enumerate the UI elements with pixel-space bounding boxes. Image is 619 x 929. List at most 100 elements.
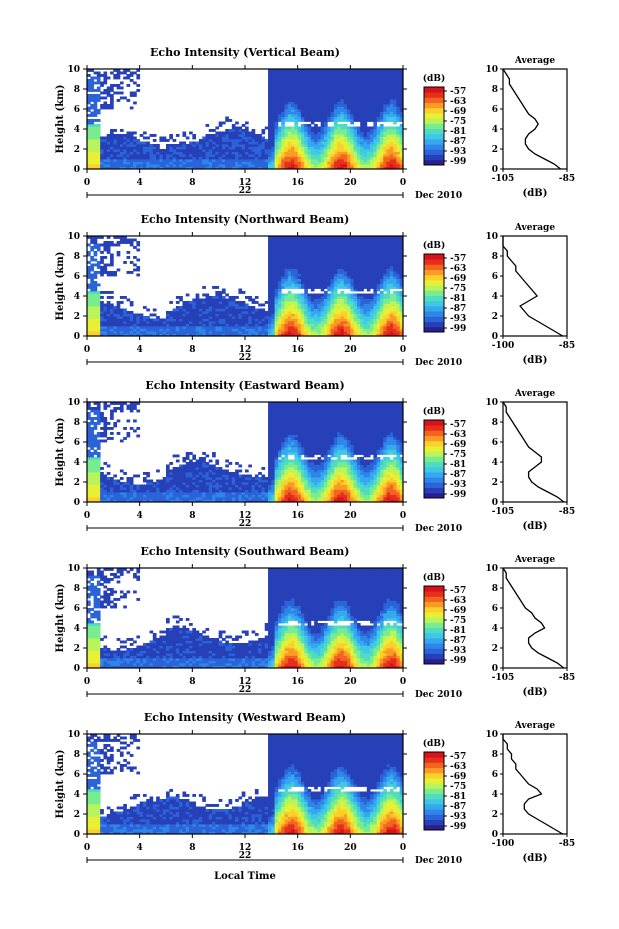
x-tick-label: 16 [291,843,304,853]
x-tick-label: 16 [291,677,304,687]
colorbar [423,86,445,166]
profile-line [502,567,565,669]
profile-y-tick-label: 4 [492,292,498,302]
profile-y-tick-label: 2 [492,478,498,488]
colorbar-tick-label: -69 [450,274,466,284]
x-tick-label: 0 [400,178,406,188]
panel-southward: Echo Intensity (Southward Beam)0246810He… [55,545,575,700]
heatmap-eastward [87,402,404,503]
colorbar-tick-label: -87 [450,802,466,812]
colorbar-tick-label: -75 [450,782,466,792]
x-tick-label: 0 [84,677,90,687]
profile-line [502,401,565,503]
colorbar-tick-label: -69 [450,772,466,782]
colorbar-tick-label: -87 [450,470,466,480]
x-tick-label: 20 [344,843,357,853]
y-axis-label: Height (km) [55,252,66,321]
profile-y-tick-label: 10 [485,65,498,75]
colorbar-tick-label: -69 [450,440,466,450]
colorbar [423,751,445,831]
panel-title: Echo Intensity (Vertical Beam) [150,46,340,59]
date-day: 22 [239,353,252,363]
x-tick-label: 0 [84,843,90,853]
colorbar-tick-label: -63 [450,762,466,772]
panel-westward: Echo Intensity (Westward Beam)0246810Hei… [55,711,575,866]
profile-x-tick-label: -105 [492,174,515,184]
y-tick-label: 2 [74,312,80,322]
profile-y-tick-label: 2 [492,810,498,820]
y-tick-label: 0 [74,664,80,674]
x-tick-label: 16 [291,345,304,355]
colorbar-tick-label: -93 [450,646,466,656]
y-tick-label: 0 [74,830,80,840]
y-tick-label: 8 [74,584,80,594]
colorbar-tick-label: -81 [450,294,466,304]
panel-title: Echo Intensity (Eastward Beam) [145,379,344,392]
x-tick-label: 16 [291,178,304,188]
x-tick-label: 4 [137,345,143,355]
x-tick-label: 12 [239,677,252,687]
profile-y-tick-label: 8 [492,584,498,594]
date-label: Dec 2010 [415,856,462,866]
profile-y-tick-label: 0 [492,332,498,342]
date-day: 22 [239,851,252,861]
colorbar [423,419,445,499]
date-label: Dec 2010 [415,191,462,201]
colorbar-tick-label: -99 [450,490,466,500]
colorbar-tick-label: -57 [450,254,466,264]
profile-y-tick-label: 6 [492,604,498,614]
colorbar-tick-label: -93 [450,147,466,157]
colorbar-tick-label: -57 [450,752,466,762]
y-tick-label: 0 [74,498,80,508]
colorbar-tick-label: -63 [450,596,466,606]
profile-y-tick-label: 6 [492,105,498,115]
x-tick-label: 12 [239,511,252,521]
colorbar-tick-label: -75 [450,117,466,127]
profile-y-tick-label: 4 [492,458,498,468]
x-tick-label: 8 [189,511,195,521]
x-tick-label: 20 [344,511,357,521]
profile-y-tick-label: 0 [492,664,498,674]
profile-y-tick-label: 2 [492,145,498,155]
x-tick-label: 12 [239,345,252,355]
colorbar-tick-label: -57 [450,586,466,596]
profile-frame [502,567,568,669]
colorbar-tick-label: -63 [450,97,466,107]
y-tick-label: 2 [74,644,80,654]
date-label: Dec 2010 [415,358,462,368]
y-tick-label: 6 [74,770,80,780]
x-tick-label: 8 [189,345,195,355]
colorbar [423,253,445,333]
profile-y-tick-label: 4 [492,624,498,634]
y-axis-label: Height (km) [55,750,66,819]
x-tick-label: 12 [239,843,252,853]
y-tick-label: 4 [74,292,80,302]
profile-y-tick-label: 10 [485,730,498,740]
colorbar-tick-label: -63 [450,430,466,440]
x-tick-label: 0 [84,178,90,188]
y-tick-label: 8 [74,252,80,262]
x-tick-label: 0 [400,511,406,521]
colorbar-label: (dB) [423,240,445,251]
profile-title: Average [514,389,555,399]
x-tick-label: 4 [137,843,143,853]
x-tick-label: 0 [400,677,406,687]
profile-line [502,68,562,170]
panel-northward: Echo Intensity (Northward Beam)0246810He… [55,213,575,368]
profile-x-axis-label: (dB) [523,355,548,366]
x-tick-label: 20 [344,345,357,355]
heatmap-vertical [87,69,404,170]
colorbar-tick-label: -99 [450,656,466,666]
y-tick-label: 10 [67,564,80,574]
colorbar-tick-label: -57 [450,87,466,97]
date-label: Dec 2010 [415,690,462,700]
x-tick-label: 4 [137,511,143,521]
profile-x-tick-label: -100 [492,341,515,351]
y-tick-label: 2 [74,810,80,820]
profile-line [502,734,564,835]
colorbar-tick-label: -81 [450,127,466,137]
y-tick-label: 8 [74,85,80,95]
y-axis-label: Height (km) [55,584,66,653]
colorbar-tick-label: -69 [450,107,466,117]
